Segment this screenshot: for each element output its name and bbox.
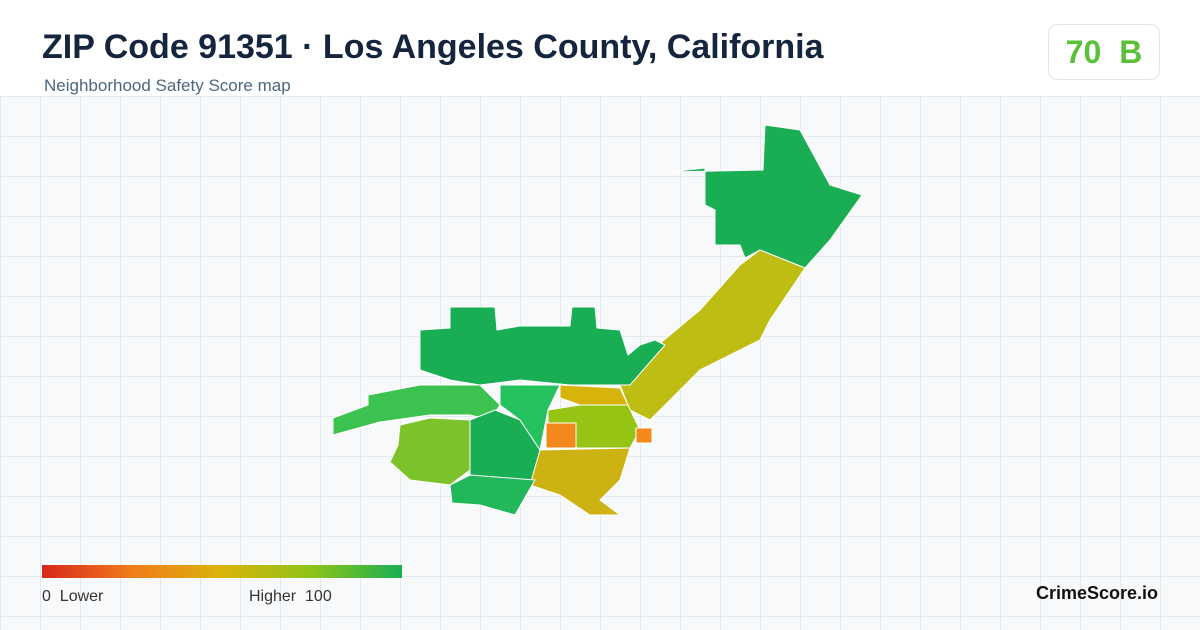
legend-high: Higher 100 bbox=[249, 588, 332, 606]
title: ZIP Code 91351 · Los Angeles County, Cal… bbox=[42, 28, 824, 66]
legend-gradient bbox=[42, 565, 402, 578]
map-region bbox=[635, 427, 653, 444]
map-region bbox=[449, 474, 536, 516]
map-region bbox=[559, 384, 629, 406]
map-region bbox=[529, 447, 631, 516]
map-region bbox=[619, 249, 806, 421]
subtitle: Neighborhood Safety Score map bbox=[44, 76, 291, 95]
legend-min: 0 bbox=[42, 588, 51, 605]
map-region bbox=[419, 306, 666, 386]
score-badge: 70 B bbox=[1048, 24, 1160, 80]
map-region bbox=[667, 124, 863, 269]
header: ZIP Code 91351 · Los Angeles County, Cal… bbox=[0, 0, 1200, 96]
legend-max-label: Higher bbox=[249, 588, 297, 605]
legend-low: 0 Lower bbox=[42, 588, 103, 606]
legend-min-label: Lower bbox=[59, 588, 104, 605]
brand: CrimeScore.io bbox=[1035, 583, 1158, 603]
score-grade: B bbox=[1119, 33, 1143, 70]
score-value: 70 bbox=[1065, 33, 1102, 70]
map-region bbox=[389, 417, 471, 486]
map-region bbox=[545, 422, 577, 449]
legend-max: 100 bbox=[305, 588, 332, 605]
